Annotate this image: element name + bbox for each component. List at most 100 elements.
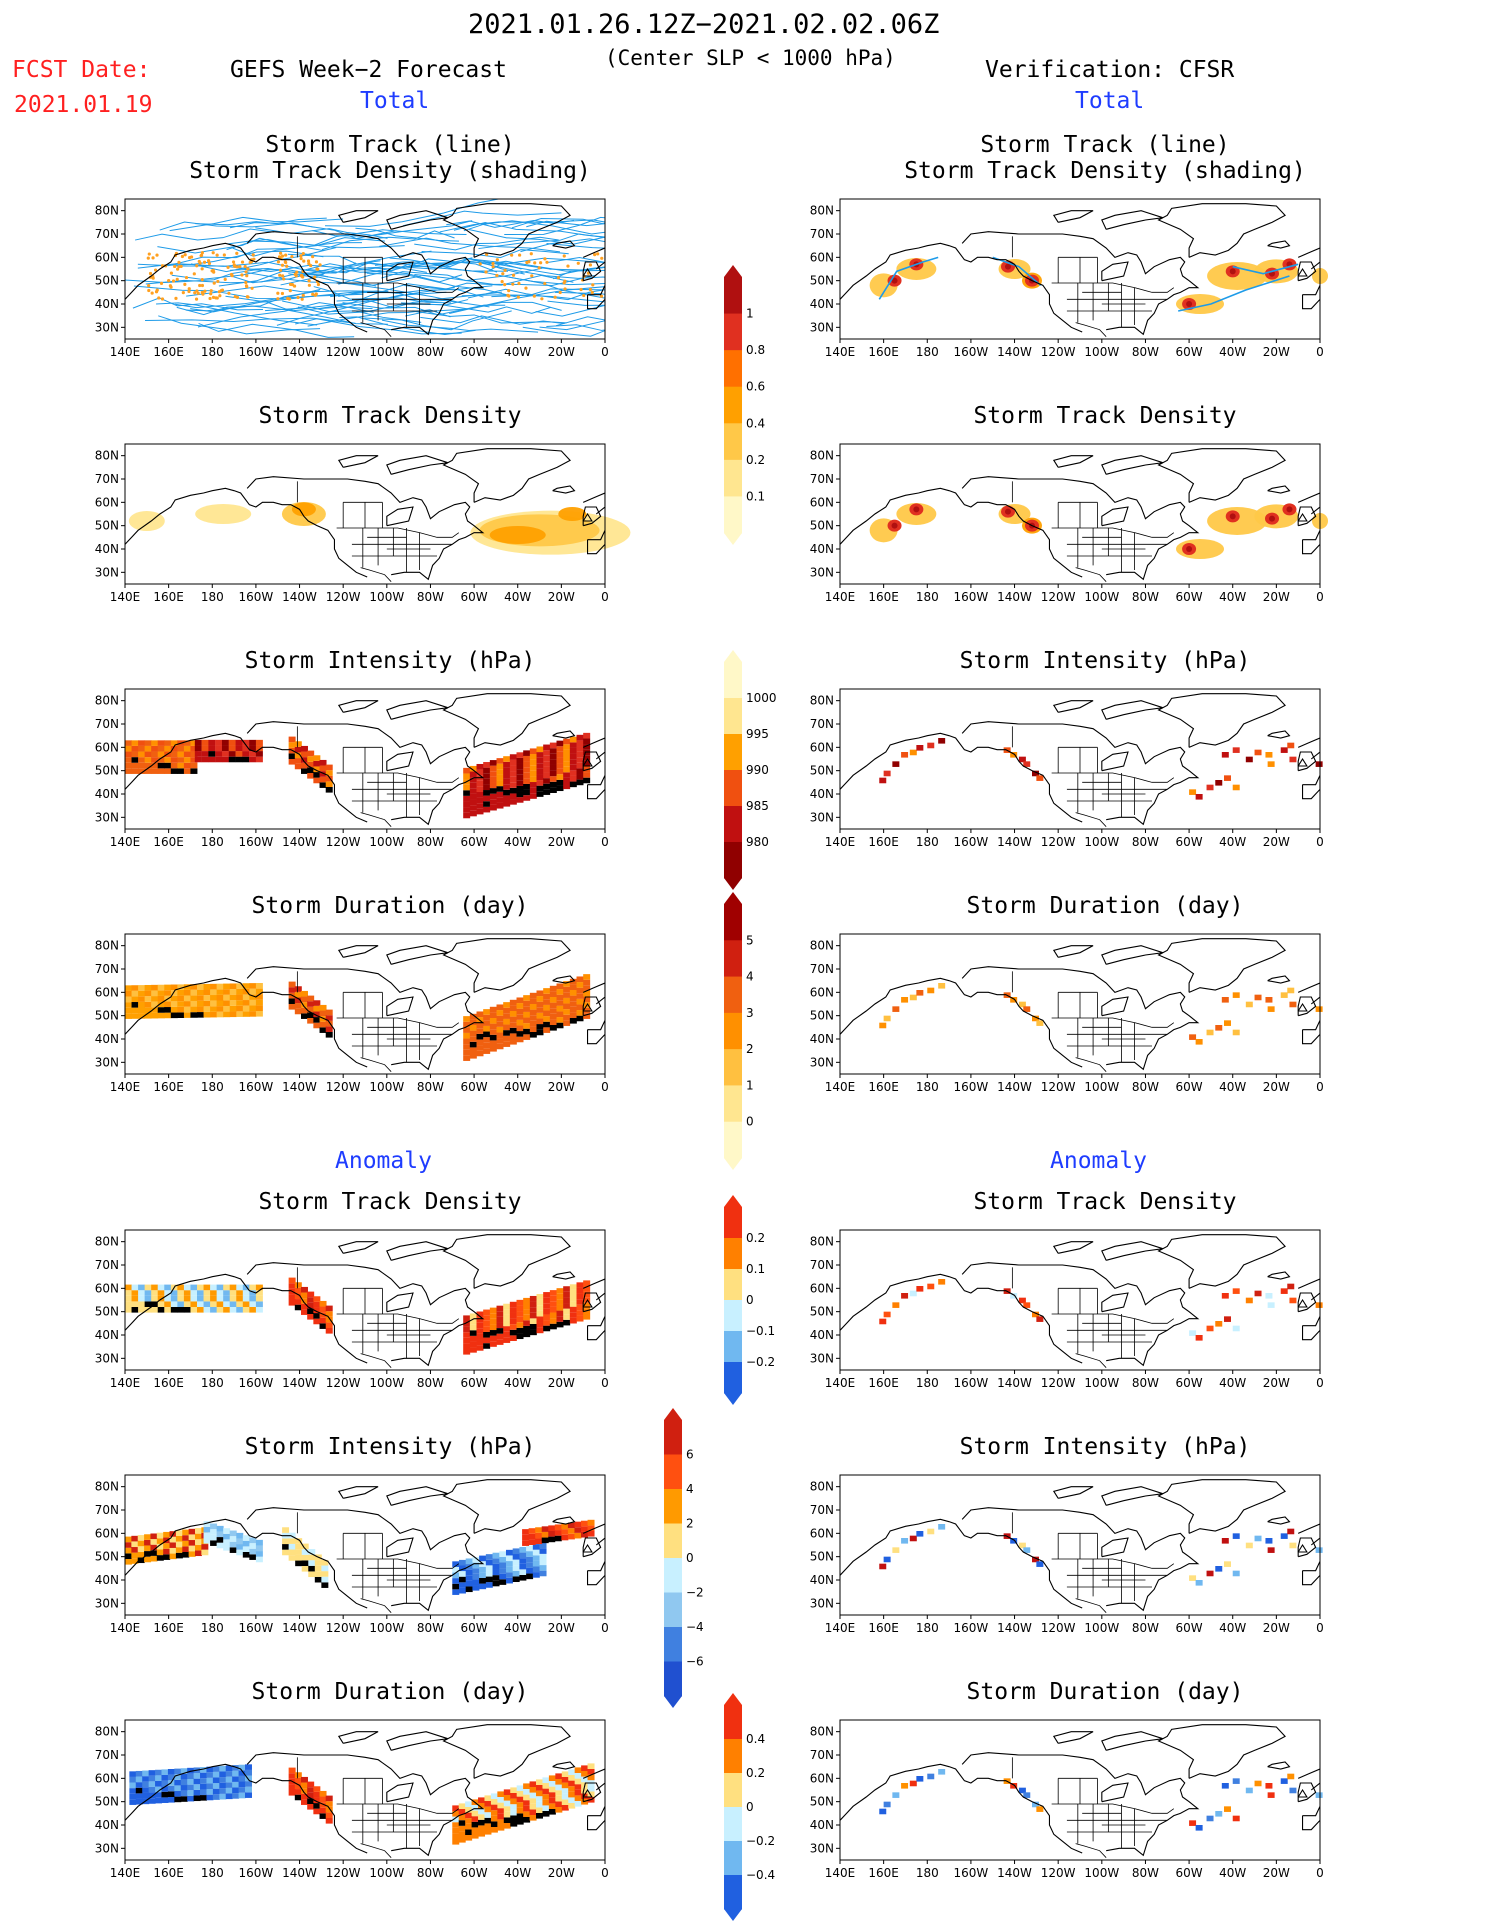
anom-intensity-cell (288, 1538, 296, 1544)
anom-density-cell (144, 1295, 152, 1302)
plot-frame (124, 1229, 606, 1371)
anom-density-cell (503, 1337, 511, 1343)
lat-label: 40N (810, 1328, 834, 1342)
anom-duration-cell (180, 1768, 188, 1774)
intensity-cell (563, 783, 571, 790)
anom-duration-cell (161, 1769, 169, 1775)
colorbar-label: 5 (746, 933, 754, 947)
storm-track-point (517, 281, 521, 286)
aduration-cell (938, 1769, 946, 1775)
title-duration-left: Storm Duration (day) (251, 893, 529, 919)
anom-intensity-cell (301, 1549, 309, 1555)
duration-cell (216, 1006, 224, 1012)
duration-cell (177, 1006, 185, 1013)
anom-duration-cell (212, 1788, 220, 1795)
aduration-cell (892, 1792, 900, 1798)
intensity-cell (489, 782, 497, 789)
duration-cell (190, 984, 198, 990)
colorbar-arrow-bottom (724, 1909, 742, 1921)
lon-label: 100W (1084, 1080, 1119, 1094)
undefined (536, 1807, 543, 1813)
intensity-cell (194, 745, 202, 752)
anom-intensity-cell (295, 1560, 303, 1567)
duration-cell (210, 1011, 218, 1018)
storm-track-line (446, 219, 575, 228)
storm-track-line (339, 316, 476, 335)
intensity-cell (529, 759, 537, 766)
coastline-2 (1157, 1479, 1286, 1534)
colorbar-label: −6 (686, 1655, 704, 1669)
coastline-6 (1297, 1782, 1317, 1803)
lon-label: 80W (1132, 1080, 1159, 1094)
anom-density-cell (288, 1300, 296, 1306)
anom-duration-cell (200, 1767, 208, 1773)
border-line-1 (1075, 1057, 1107, 1072)
anom-density-cell (489, 1324, 497, 1331)
anom-intensity-cell (203, 1526, 211, 1533)
undefined (523, 1783, 531, 1789)
anom-density-cell (301, 1298, 308, 1304)
intensity-cell (883, 770, 891, 777)
colorbar-label: 0.8 (746, 343, 765, 357)
anom-density-cell (125, 1295, 132, 1302)
coastline-9 (586, 1806, 605, 1831)
coastline-4 (1052, 1486, 1094, 1499)
colorbar-swatch (664, 1454, 682, 1490)
intensity-cell (576, 779, 584, 786)
storm-track-point (187, 287, 191, 291)
duration-cell (463, 1055, 471, 1061)
undefined (568, 1791, 576, 1798)
storm-track-point (543, 257, 547, 261)
lon-label: 100W (369, 835, 404, 849)
anom-duration-cell (161, 1786, 169, 1792)
lat-label: 50N (95, 519, 119, 533)
anom-intensity-cell (175, 1552, 183, 1559)
anom-density-cell (556, 1293, 564, 1300)
lon-label: 160W (954, 590, 989, 604)
intensity-cell (576, 734, 584, 741)
anom-density-cell (576, 1293, 584, 1300)
lon-label: 20W (1263, 345, 1290, 359)
storm-track-point (168, 284, 172, 288)
adensity-cell (883, 1311, 891, 1318)
storm-track-point (184, 275, 189, 280)
intensity-cell (543, 744, 551, 751)
anom-duration-cell (325, 1812, 333, 1818)
lon-label: 160W (239, 835, 274, 849)
storm-track-point (280, 254, 285, 258)
anom-intensity-cell (321, 1571, 329, 1577)
storm-track-line (135, 228, 274, 241)
duration-cell (144, 1001, 152, 1008)
coastline-2 (1157, 203, 1286, 258)
undefined (523, 1817, 531, 1823)
anom-intensity-cell (314, 1560, 322, 1566)
anom-duration-cell (187, 1779, 195, 1785)
colorbar-swatch (724, 423, 742, 461)
anom-intensity-cell (505, 1577, 513, 1584)
duration-cell (144, 996, 152, 1002)
aduration-cell (883, 1801, 891, 1808)
anom-density-cell (529, 1312, 537, 1319)
anom-duration-cell (219, 1771, 227, 1778)
colorbar-swatch (724, 459, 742, 497)
anom-duration-cell (313, 1797, 321, 1804)
intensity-cell (255, 751, 263, 757)
colorbar-swatch (724, 1121, 742, 1159)
anom-intensity-cell (452, 1583, 460, 1590)
lon-label: 140E (110, 1080, 141, 1094)
undefined (574, 1801, 582, 1807)
coastline-7 (582, 757, 593, 767)
duration-cell (157, 995, 165, 1002)
anom-density-cell (210, 1284, 218, 1291)
anom-intensity-cell (229, 1547, 237, 1553)
density-core (1229, 513, 1236, 520)
duration-cell (223, 1000, 231, 1006)
anom-intensity-cell (458, 1565, 466, 1572)
duration-cell (125, 996, 132, 1003)
lon-label: 100W (369, 1376, 404, 1390)
anom-duration-cell (174, 1796, 182, 1803)
duration-cell (164, 1001, 172, 1008)
intensity-cell (325, 787, 333, 793)
aduration-cell (916, 1776, 924, 1782)
intensity-cell (463, 795, 471, 802)
